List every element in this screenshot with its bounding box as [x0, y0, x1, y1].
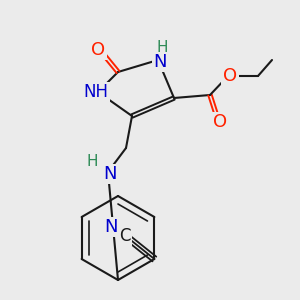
Text: H: H: [156, 40, 168, 56]
Text: O: O: [223, 67, 237, 85]
Text: H: H: [86, 154, 98, 169]
Text: O: O: [91, 41, 105, 59]
Text: NH: NH: [83, 83, 109, 101]
Text: O: O: [213, 113, 227, 131]
Text: N: N: [153, 53, 167, 71]
Text: N: N: [103, 165, 117, 183]
Text: N: N: [105, 218, 118, 236]
Text: C: C: [120, 227, 131, 245]
